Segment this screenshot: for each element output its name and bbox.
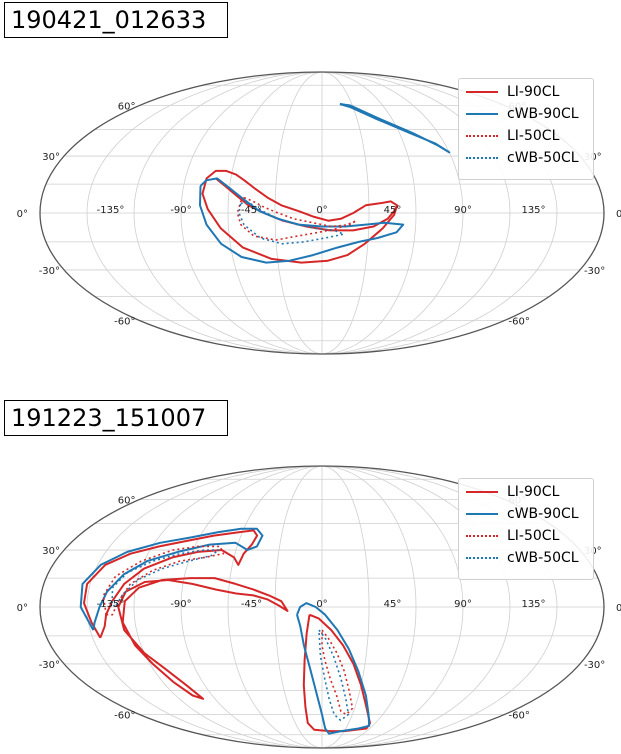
legend-item-cwb-50: cWB-50CL bbox=[459, 147, 593, 169]
lon-tick-label: -45° bbox=[241, 205, 262, 216]
lat-tick-label: 60° bbox=[118, 102, 136, 113]
lat-tick-label: -30° bbox=[584, 660, 605, 671]
legend-label: cWB-50CL bbox=[507, 150, 579, 166]
lon-tick-label: -90° bbox=[170, 599, 191, 610]
lon-tick-label: 90° bbox=[454, 205, 472, 216]
legend-label: LI-50CL bbox=[507, 528, 560, 544]
legend-item-li-50: LI-50CL bbox=[459, 125, 593, 147]
lat-tick-label: -30° bbox=[584, 266, 605, 277]
legend-swatch bbox=[466, 557, 498, 559]
sky-frame bbox=[39, 465, 605, 749]
lon-tick-label: -45° bbox=[241, 599, 262, 610]
lat-tick-label: -60° bbox=[508, 316, 529, 327]
lon-tick-label: 135° bbox=[521, 599, 545, 610]
legend-2: LI-90CL cWB-90CL LI-50CL cWB-50CL bbox=[458, 478, 594, 580]
lat-tick-label: 30° bbox=[42, 546, 60, 557]
lat-tick-label: 30° bbox=[42, 152, 60, 163]
legend-1: LI-90CL cWB-90CL LI-50CL cWB-50CL bbox=[458, 78, 594, 180]
legend-item-cwb-90: cWB-90CL bbox=[459, 503, 593, 525]
panel-title-2: 191223_151007 bbox=[4, 400, 228, 436]
contour-li-50cl bbox=[102, 545, 225, 616]
lat-tick-label: 0° bbox=[616, 209, 621, 220]
legend-label: LI-90CL bbox=[507, 84, 560, 100]
lon-tick-label: -135° bbox=[97, 599, 125, 610]
lon-tick-label: 90° bbox=[454, 599, 472, 610]
legend-label: cWB-50CL bbox=[507, 550, 579, 566]
legend-item-cwb-90: cWB-90CL bbox=[459, 103, 593, 125]
lat-tick-label: 0° bbox=[616, 603, 621, 614]
lat-tick-label: -60° bbox=[114, 710, 135, 721]
legend-swatch bbox=[466, 91, 498, 93]
lon-tick-label: 135° bbox=[521, 205, 545, 216]
contour-cwb-90cl-north bbox=[339, 103, 451, 154]
contour-cwb-50cl-south bbox=[318, 629, 350, 722]
contour-li-90cl bbox=[83, 529, 259, 639]
legend-label: LI-90CL bbox=[507, 484, 560, 500]
lat-tick-label: -60° bbox=[114, 316, 135, 327]
legend-item-li-90: LI-90CL bbox=[459, 81, 593, 103]
legend-item-cwb-50: cWB-50CL bbox=[459, 547, 593, 569]
legend-label: cWB-90CL bbox=[507, 506, 579, 522]
contour-cwb-90cl bbox=[79, 527, 264, 631]
contour-cwb-50cl bbox=[111, 549, 220, 608]
contour-cwb-90cl-south bbox=[296, 602, 371, 735]
legend-swatch bbox=[466, 491, 498, 493]
lon-tick-label: -135° bbox=[97, 205, 125, 216]
lon-tick-label: 45° bbox=[384, 205, 402, 216]
legend-swatch bbox=[466, 535, 498, 537]
legend-label: cWB-90CL bbox=[507, 106, 579, 122]
legend-label: LI-50CL bbox=[507, 128, 560, 144]
lon-tick-label: -90° bbox=[170, 205, 191, 216]
legend-item-li-90: LI-90CL bbox=[459, 481, 593, 503]
legend-swatch bbox=[466, 513, 498, 515]
lat-tick-label: -30° bbox=[39, 266, 60, 277]
lat-tick-label: 0° bbox=[17, 209, 28, 220]
lon-tick-label: 0° bbox=[316, 205, 327, 216]
lat-tick-label: 60° bbox=[118, 496, 136, 507]
lon-tick-label: 45° bbox=[384, 599, 402, 610]
panel-title-1: 190421_012633 bbox=[4, 2, 228, 38]
legend-swatch bbox=[466, 135, 498, 137]
lat-tick-label: 0° bbox=[17, 603, 28, 614]
legend-swatch bbox=[466, 113, 498, 115]
lat-tick-label: -60° bbox=[508, 710, 529, 721]
contour-li-90cl-arc bbox=[117, 577, 289, 700]
lon-tick-label: 0° bbox=[316, 599, 327, 610]
contour-cwb-90cl bbox=[199, 177, 405, 264]
lat-tick-label: -30° bbox=[39, 660, 60, 671]
legend-item-li-50: LI-50CL bbox=[459, 525, 593, 547]
sky-frame bbox=[39, 71, 605, 355]
legend-swatch bbox=[466, 157, 498, 159]
